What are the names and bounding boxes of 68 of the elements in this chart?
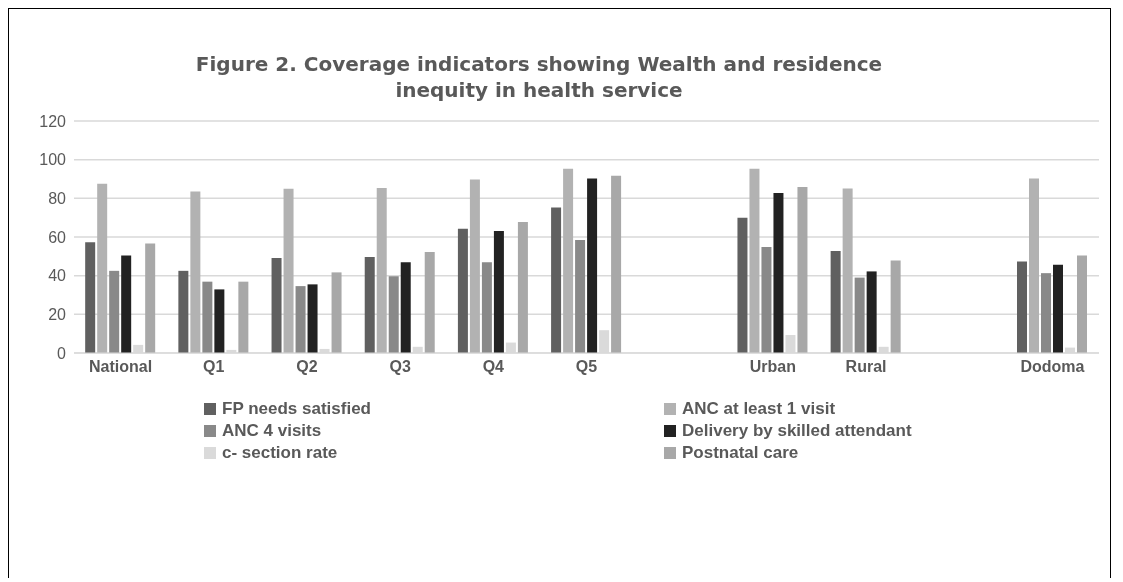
- x-tick-label: Dodoma: [1020, 358, 1085, 376]
- bar: [493, 231, 504, 353]
- bar: [364, 257, 375, 353]
- bar: [376, 187, 387, 353]
- bar: [190, 191, 201, 353]
- bar: [145, 243, 156, 353]
- bar: [283, 188, 294, 353]
- legend-label: ANC at least 1 visit: [682, 399, 836, 419]
- bar: [331, 272, 342, 353]
- bar: [97, 183, 108, 353]
- bar: [388, 276, 399, 353]
- bar: [1029, 178, 1039, 353]
- bar: [773, 192, 784, 353]
- bar: [890, 260, 901, 353]
- y-tick-label: 60: [48, 228, 67, 246]
- legend-label: c- section rate: [222, 443, 338, 463]
- bar: [1017, 261, 1027, 353]
- chart-title: Figure 2. Coverage indicators showing Wealth and residence inequity in health service: [194, 51, 884, 103]
- bar: [611, 175, 622, 353]
- bar: [761, 247, 772, 353]
- bar: [830, 251, 841, 353]
- bar: [854, 277, 865, 353]
- bar: [469, 179, 480, 353]
- x-tick-label: Rural: [845, 358, 887, 376]
- bar: [400, 262, 411, 353]
- bar: [749, 168, 760, 353]
- bar: [866, 271, 877, 353]
- bar: [214, 289, 225, 353]
- bar: [202, 281, 213, 353]
- bar: [307, 284, 318, 353]
- x-tick-label: Q5: [575, 358, 598, 376]
- bar: [737, 217, 748, 353]
- bar: [517, 221, 528, 353]
- bar: [424, 252, 435, 353]
- bar: [178, 270, 189, 353]
- legend-label: FP needs satisfied: [222, 399, 371, 419]
- bar: [121, 255, 132, 353]
- bar: [551, 207, 562, 353]
- bar: [1041, 273, 1051, 353]
- x-tick-label: Urban: [749, 358, 796, 376]
- y-tick-label: 20: [48, 306, 67, 324]
- y-tick-label: 100: [39, 151, 67, 169]
- bar: [563, 168, 574, 353]
- y-tick-label: 80: [48, 190, 67, 208]
- legend-label: Delivery by skilled attendant: [682, 421, 912, 441]
- bar: [797, 187, 808, 353]
- bar: [842, 188, 853, 353]
- legend-label: ANC 4 visits: [222, 421, 322, 441]
- y-tick-label: 0: [57, 344, 67, 362]
- x-tick-label: Q1: [203, 358, 225, 376]
- bar: [271, 257, 282, 353]
- y-tick-label: 120: [39, 112, 67, 130]
- bar: [1077, 255, 1087, 353]
- bar: [1053, 264, 1063, 353]
- bar: [295, 286, 306, 353]
- x-tick-label: Q3: [389, 358, 411, 376]
- x-tick-label: Q2: [296, 358, 318, 376]
- bar: [85, 242, 96, 353]
- bar: [238, 281, 249, 353]
- x-tick-label: National: [89, 358, 153, 376]
- bar: [481, 262, 492, 353]
- bar: [575, 239, 586, 353]
- x-tick-label: Q4: [482, 358, 505, 376]
- bar: [587, 178, 598, 353]
- legend-label: Postnatal care: [682, 443, 799, 463]
- bar: [457, 228, 468, 353]
- bar: [109, 270, 120, 353]
- y-tick-label: 40: [48, 267, 67, 285]
